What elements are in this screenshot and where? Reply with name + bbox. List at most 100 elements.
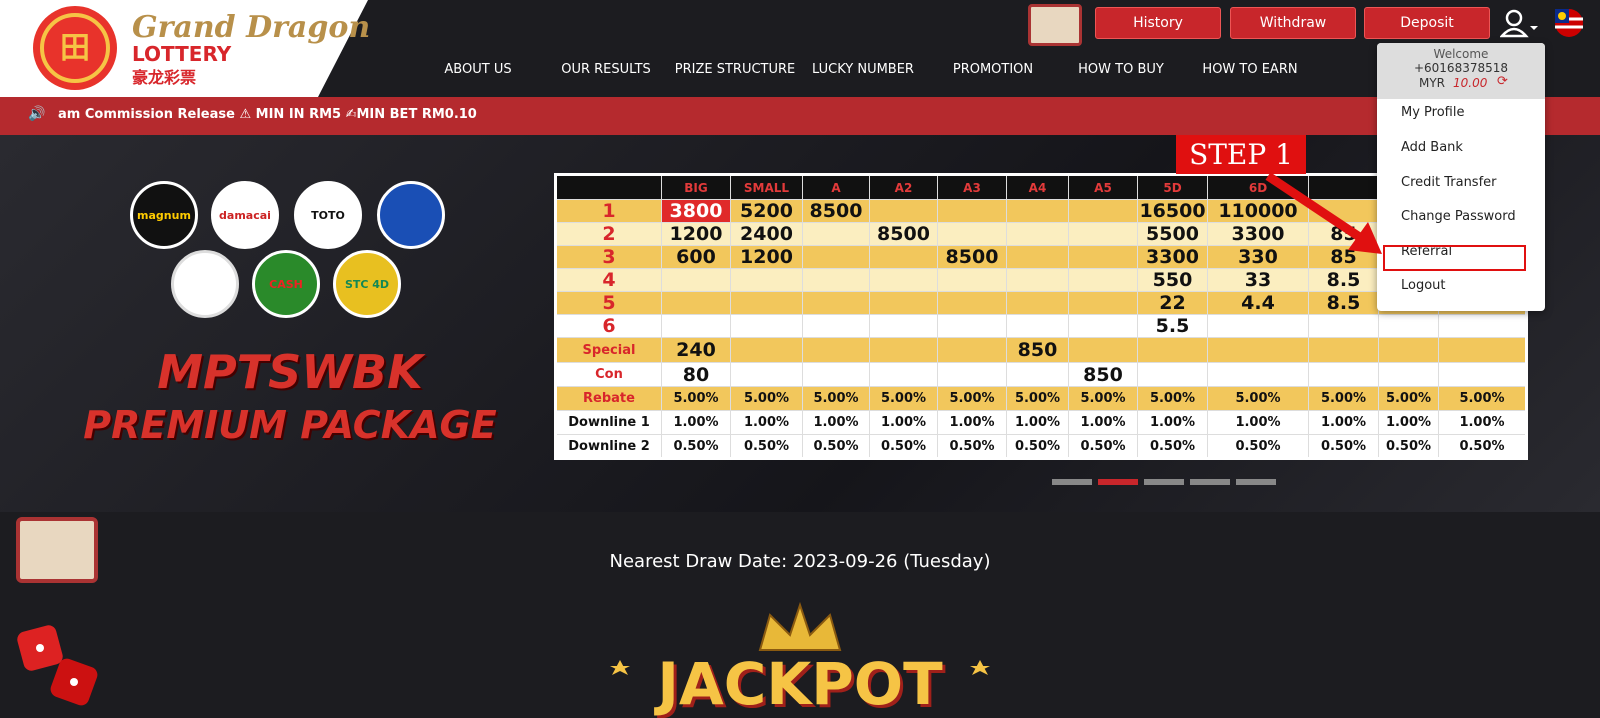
nav-link[interactable]: LUCKY NUMBER xyxy=(812,62,914,77)
table-cell: 0.50% xyxy=(1438,434,1527,459)
nav-link[interactable]: PRIZE STRUCTURE xyxy=(674,62,796,77)
row-label: Rebate xyxy=(555,386,662,411)
table-cell: 1.00% xyxy=(1438,410,1527,435)
table-cell: 550 xyxy=(1137,268,1208,292)
table-cell xyxy=(802,337,870,363)
table-cell xyxy=(937,222,1007,246)
row-label: 1 xyxy=(555,199,662,223)
table-cell: 600 xyxy=(661,245,731,269)
balance: 10.00 xyxy=(1453,76,1488,90)
table-cell xyxy=(1378,314,1439,338)
daily-checkin-widget[interactable] xyxy=(16,517,98,583)
menu-item[interactable]: Change Password xyxy=(1401,209,1516,224)
menu-item[interactable]: Referral xyxy=(1401,244,1453,259)
table-cell xyxy=(1207,337,1309,363)
table-cell xyxy=(802,314,870,338)
table-cell xyxy=(1438,314,1527,338)
nav-link[interactable]: HOW TO EARN xyxy=(1202,62,1298,77)
table-cell xyxy=(1068,245,1138,269)
nav-link[interactable]: HOW TO BUY xyxy=(1078,62,1164,77)
table-cell xyxy=(1006,245,1069,269)
header-cell: A xyxy=(802,174,870,200)
table-cell: 22 xyxy=(1137,291,1208,315)
table-cell xyxy=(869,291,938,315)
header-cell xyxy=(555,174,662,200)
row-label: 3 xyxy=(555,245,662,269)
daily-checkin-icon[interactable] xyxy=(1028,4,1082,46)
table-cell: 5.00% xyxy=(802,386,870,411)
table-cell xyxy=(802,222,870,246)
menu-item[interactable]: Add Bank xyxy=(1401,140,1463,155)
table-cell: 16500 xyxy=(1137,199,1208,223)
row-label: Downline 2 xyxy=(555,434,662,459)
table-cell: 5500 xyxy=(1137,222,1208,246)
table-cell: 80 xyxy=(661,362,731,387)
table-cell: 1.00% xyxy=(869,410,938,435)
table-cell: 0.50% xyxy=(1207,434,1309,459)
table-cell xyxy=(1308,337,1379,363)
table-row: 6 5.5 xyxy=(555,314,1527,338)
table-cell: 5.00% xyxy=(1207,386,1309,411)
header-cell xyxy=(1308,174,1379,200)
table-cell xyxy=(730,314,803,338)
header-cell: A5 xyxy=(1068,174,1138,200)
table-cell: 5.00% xyxy=(1068,386,1138,411)
row-label: Con xyxy=(555,362,662,387)
table-cell xyxy=(937,268,1007,292)
table-cell xyxy=(661,268,731,292)
logo-subtitle: LOTTERY xyxy=(132,42,232,66)
table-cell: 850 xyxy=(1006,337,1069,363)
highlight-box xyxy=(1383,245,1526,271)
table-cell xyxy=(1068,337,1138,363)
table-cell: 0.50% xyxy=(730,434,803,459)
table-cell xyxy=(1006,268,1069,292)
table-cell: 0.50% xyxy=(1308,434,1379,459)
table-cell: 3300 xyxy=(1137,245,1208,269)
table-cell: 1.00% xyxy=(1006,410,1069,435)
user-icon[interactable] xyxy=(1500,8,1540,38)
header-cell: A4 xyxy=(1006,174,1069,200)
flag-icon[interactable] xyxy=(1554,8,1584,38)
deposit-button[interactable]: Deposit xyxy=(1364,7,1490,39)
table-cell xyxy=(1308,362,1379,387)
menu-item[interactable]: Logout xyxy=(1401,278,1446,293)
nav-link[interactable]: PROMOTION xyxy=(952,62,1034,77)
history-button[interactable]: History xyxy=(1095,7,1221,39)
table-cell xyxy=(937,199,1007,223)
speaker-icon: 🔊 xyxy=(28,106,46,122)
withdraw-button[interactable]: Withdraw xyxy=(1230,7,1356,39)
table-row: Downline 2 0.50% 0.50% 0.50% 0.50% 0.50% 0.50%… xyxy=(555,434,1527,459)
table-cell: 8.5 xyxy=(1308,291,1379,315)
step-annotation: STEP 1 xyxy=(1176,135,1306,174)
menu-item[interactable]: Credit Transfer xyxy=(1401,175,1497,190)
table-cell xyxy=(1207,362,1309,387)
nav-link[interactable]: ABOUT US xyxy=(444,62,512,77)
table-cell: 5.00% xyxy=(869,386,938,411)
table-cell: 1200 xyxy=(661,222,731,246)
table-cell: 8500 xyxy=(802,199,870,223)
table-cell: 2400 xyxy=(730,222,803,246)
table-cell xyxy=(730,291,803,315)
table-cell: 8500 xyxy=(869,222,938,246)
table-cell xyxy=(869,268,938,292)
table-cell xyxy=(937,337,1007,363)
table-cell: 1.00% xyxy=(1207,410,1309,435)
table-cell: 8.5 xyxy=(1308,268,1379,292)
carousel-indicators[interactable] xyxy=(1052,479,1292,485)
table-cell xyxy=(1006,314,1069,338)
table-cell: 5200 xyxy=(730,199,803,223)
table-cell: 5.00% xyxy=(1378,386,1439,411)
table-cell: 5.5 xyxy=(1137,314,1208,338)
ticker-text: am Commission Release ⚠ MIN IN RM5 ✍MIN … xyxy=(58,107,477,122)
table-cell xyxy=(937,362,1007,387)
refresh-icon[interactable]: ⟳ xyxy=(1497,74,1508,89)
table-cell: 8500 xyxy=(937,245,1007,269)
table-cell xyxy=(730,362,803,387)
brand-logo: STC 4D xyxy=(333,250,401,318)
table-cell xyxy=(802,245,870,269)
table-cell: 0.50% xyxy=(869,434,938,459)
banner-subtitle: PREMIUM PACKAGE xyxy=(83,403,497,447)
table-cell xyxy=(1068,291,1138,315)
menu-item[interactable]: My Profile xyxy=(1401,105,1465,120)
nav-link[interactable]: OUR RESULTS xyxy=(561,62,651,77)
